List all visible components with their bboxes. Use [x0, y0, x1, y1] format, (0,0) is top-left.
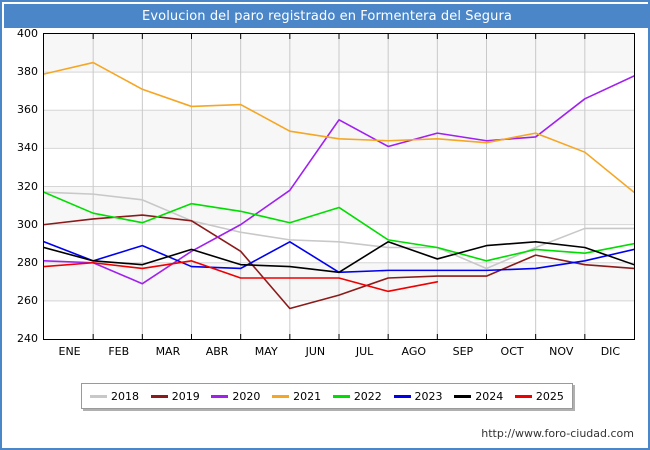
legend-label: 2020: [232, 389, 261, 403]
series-line-2022: [44, 191, 634, 262]
legend-swatch-icon: [454, 394, 472, 398]
chart-title-bar: Evolucion del paro registrado en Forment…: [4, 4, 650, 28]
x-axis-tick-label: JUL: [355, 345, 374, 358]
x-axis-tick-label: OCT: [500, 345, 524, 358]
legend-label: 2023: [414, 389, 443, 403]
y-axis-tick-label: 300: [17, 217, 38, 231]
series-canvas: [44, 34, 634, 339]
x-axis-tick-label: DIC: [600, 345, 621, 358]
legend-label: 2018: [111, 389, 139, 403]
x-axis-tick-label: ABR: [205, 345, 229, 358]
y-axis-tick-label: 380: [17, 65, 38, 79]
legend-item-2022[interactable]: 2022: [332, 389, 382, 403]
y-axis-tick-label: 340: [17, 141, 38, 155]
y-axis-tick-label: 280: [17, 255, 38, 269]
x-axis-tick-label: ENE: [58, 345, 81, 358]
x-axis-tick-label: AGO: [401, 345, 427, 358]
series-line-2021: [44, 61, 634, 194]
legend-swatch-icon: [514, 394, 532, 398]
y-axis-tick-label: 400: [17, 27, 38, 40]
legend-label: 2022: [353, 389, 382, 403]
series-line-2018: [44, 191, 634, 270]
y-axis-tick-label: 260: [17, 293, 38, 307]
x-axis-tick-label: MAY: [254, 345, 278, 358]
legend-label: 2025: [535, 389, 564, 403]
x-axis-tick-label: NOV: [549, 345, 574, 358]
y-axis-tick-label: 360: [17, 103, 38, 117]
legend-item-2023[interactable]: 2023: [393, 389, 443, 403]
legend-label: 2024: [475, 389, 504, 403]
y-axis-tick-label: 320: [17, 179, 38, 193]
legend-swatch-icon: [150, 394, 168, 398]
y-axis-tick-label: 240: [17, 332, 38, 345]
legend-item-2018[interactable]: 2018: [90, 390, 139, 403]
chart-area: 240 260 280 300 320 340 360 380 400 ENE FEB MAR ABR…: [2, 27, 650, 358]
series-line-2019: [44, 214, 634, 310]
series-line-2024: [44, 240, 634, 274]
page-title: Evolucion del paro registrado en Forment…: [142, 8, 512, 24]
plot-region: [43, 33, 635, 340]
series-line-2020: [44, 75, 634, 285]
legend-item-2019[interactable]: 2019: [150, 389, 200, 403]
legend-swatch-icon: [272, 394, 290, 398]
x-axis-tick-label: SEP: [452, 345, 474, 358]
source-url: http://www.foro-ciudad.com: [481, 427, 634, 440]
x-axis-tick-label: JUN: [305, 345, 326, 358]
legend-swatch-icon: [90, 394, 107, 398]
legend-item-2025[interactable]: 2025: [514, 389, 564, 403]
legend-swatch-icon: [393, 394, 411, 398]
legend-item-2020[interactable]: 2020: [211, 390, 260, 403]
legend-label: 2021: [293, 389, 322, 403]
legend-swatch-icon: [211, 394, 229, 398]
chart-legend: 2018 2019 2020 2021 2022 2023 2024 2025: [81, 383, 573, 409]
x-axis-tick-label: MAR: [155, 345, 181, 358]
legend-item-2021[interactable]: 2021: [272, 390, 321, 403]
series-line-2025: [44, 260, 439, 293]
x-axis-tick-label: FEB: [108, 345, 130, 358]
legend-item-2024[interactable]: 2024: [454, 390, 503, 403]
legend-label: 2019: [171, 389, 200, 403]
legend-swatch-icon: [332, 394, 350, 398]
